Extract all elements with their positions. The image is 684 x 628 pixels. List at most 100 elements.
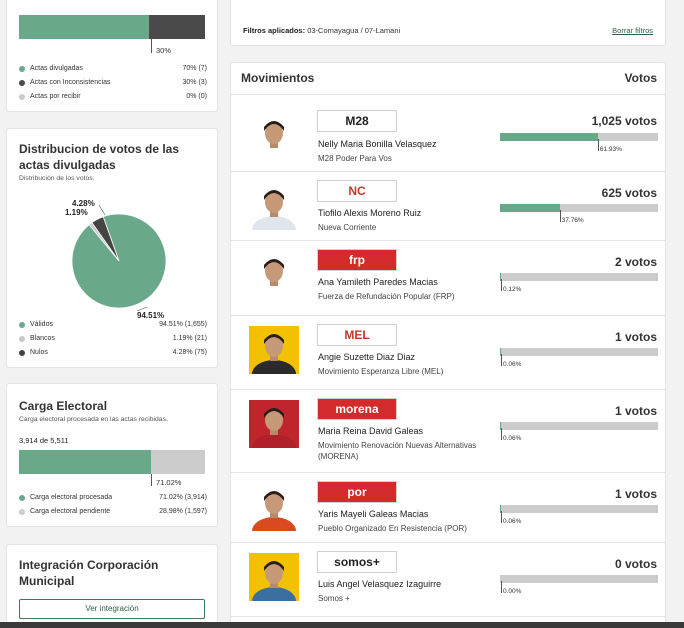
pie-label-leader-validos xyxy=(136,306,148,312)
candidate-vote-tick xyxy=(597,139,599,151)
candidate-votes: 625 votos xyxy=(601,186,657,200)
candidate-party: Somos + xyxy=(318,594,350,603)
votes-column-header: Votos xyxy=(624,71,657,85)
carga-title: Carga Electoral xyxy=(19,399,108,413)
candidate-party: Movimiento Esperanza Libre (MEL) xyxy=(318,367,444,376)
candidate-photo xyxy=(249,400,299,448)
candidate-vote-tick xyxy=(501,279,502,291)
legend-actas-divulgadas: Actas divulgadas 70% (7) xyxy=(19,65,207,75)
legend-dot xyxy=(19,495,25,501)
legend-value: 30% (3) xyxy=(182,79,207,86)
candidate-photo xyxy=(249,326,299,374)
carga-progress-bar xyxy=(19,450,205,474)
legend-label: Nulos xyxy=(30,349,48,356)
actas-status-card: 30% Actas divulgadas 70% (7) Actas con I… xyxy=(6,0,218,112)
integracion-card: Integración Corporación Municipal Ver in… xyxy=(6,544,218,628)
candidate-name: Ana Yamileth Paredes Macias xyxy=(318,277,438,287)
candidate-party: Nueva Corriente xyxy=(318,223,377,232)
actas-inconsistencias-fill xyxy=(149,15,205,39)
carga-count: 3,914 de 5,511 xyxy=(19,436,69,445)
candidate-vote-bar-fill xyxy=(500,204,560,212)
party-logo: por xyxy=(317,481,397,503)
candidate-vote-pct: 0.06% xyxy=(503,518,522,525)
pie-slices xyxy=(71,213,167,309)
candidate-vote-bar xyxy=(500,204,658,212)
candidate-row[interactable]: morena Maria Reina David Galeas Movimiento… xyxy=(231,390,665,473)
legend-blancos: Blancos 1.19% (21) xyxy=(19,335,207,345)
carga-bar-value: 71.02% xyxy=(156,478,182,487)
legend-carga-procesada: Carga electoral procesada 71.02% (3,914) xyxy=(19,494,207,504)
carga-procesada-fill xyxy=(19,450,152,474)
legend-carga-pendiente: Carga electoral pendiente 28.98% (1,597) xyxy=(19,508,207,518)
pie-slice-nulos[interactable] xyxy=(91,216,120,262)
candidate-row[interactable]: MEL Angie Suzette Diaz Diaz Movimiento Esp… xyxy=(231,316,665,390)
legend-label: Blancos xyxy=(30,335,55,342)
candidate-vote-tick xyxy=(501,511,502,523)
candidate-name: Tiofilo Alexis Moreno Ruiz xyxy=(318,208,422,218)
legend-dot xyxy=(19,336,25,342)
candidate-row[interactable]: M28 Nelly Maria Bonilla Velasquez M28 Pode… xyxy=(231,98,665,172)
legend-label: Válidos xyxy=(30,321,53,328)
candidate-vote-pct: 61.93% xyxy=(599,146,622,153)
legend-dot xyxy=(19,509,25,515)
filters-bar: Filtros aplicados: 03-Comayagua / 07-Lam… xyxy=(230,0,666,46)
pie-label-blancos: 1.19% xyxy=(65,208,88,217)
distribution-title: Distribucion de votos de las actas divul… xyxy=(19,142,180,172)
votes-pie-chart: 4.28% 1.19% 94.51% xyxy=(65,199,167,320)
candidate-row[interactable]: por Yaris Mayeli Galeas Macias Pueblo Orga… xyxy=(231,473,665,543)
legend-dot xyxy=(19,66,25,72)
candidate-party: Movimiento Renovación Nuevas Alternativa… xyxy=(318,441,477,461)
party-logo: somos+ xyxy=(317,551,397,573)
party-logo-text: frp xyxy=(349,253,365,267)
legend-value: 4.28% (75) xyxy=(172,349,207,356)
candidate-photo xyxy=(249,251,299,299)
party-logo: MEL xyxy=(317,324,397,346)
candidate-votes: 1 votos xyxy=(614,404,657,418)
candidate-vote-tick xyxy=(501,428,502,440)
candidate-party: Fuerza de Refundación Popular (FRP) xyxy=(318,292,455,301)
legend-value: 70% (7) xyxy=(182,65,207,72)
distribution-subtitle: Distribución de los votos. xyxy=(19,175,95,182)
candidate-photo xyxy=(249,182,299,230)
legend-label: Actas con Inconsistencias xyxy=(30,79,111,86)
candidate-photo xyxy=(249,553,299,601)
legend-actas-por-recibir: Actas por recibir 0% (0) xyxy=(19,93,207,103)
candidate-vote-pct: 0.06% xyxy=(503,361,522,368)
candidate-votes: 1 votos xyxy=(614,330,657,344)
party-logo: morena xyxy=(317,398,397,420)
candidate-row[interactable]: frp Ana Yamileth Paredes Macias Fuerza de … xyxy=(231,241,665,316)
candidate-vote-pct: 37.76% xyxy=(561,217,584,224)
candidate-row[interactable]: NC Tiofilo Alexis Moreno Ruiz Nueva Corrie… xyxy=(231,172,665,241)
ver-integracion-button[interactable]: Ver integración xyxy=(19,599,205,619)
candidate-vote-bar xyxy=(500,505,658,513)
candidate-vote-pct: 0.06% xyxy=(503,435,522,442)
candidate-photo xyxy=(249,113,299,161)
legend-nulos: Nulos 4.28% (75) xyxy=(19,349,207,359)
distribution-card: Distribucion de votos de las actas divul… xyxy=(6,128,218,368)
candidate-votes: 0 votos xyxy=(614,557,657,571)
movimientos-panel: Movimientos Votos M28 Nelly Maria Bonilla… xyxy=(230,62,666,628)
actas-bar-value: 30% xyxy=(156,46,172,55)
legend-label: Carga electoral pendiente xyxy=(30,508,111,515)
carga-electoral-card: Carga Electoral Carga electoral procesad… xyxy=(6,383,218,527)
candidate-photo xyxy=(249,483,299,531)
clear-filters-link[interactable]: Borrar filtros xyxy=(612,26,653,35)
movimientos-header: Movimientos Votos xyxy=(231,63,665,95)
party-logo-text: M28 xyxy=(345,114,369,128)
candidate-row[interactable]: somos+ Luis Angel Velasquez Izaguirre Somo… xyxy=(231,543,665,617)
actas-progress-bar xyxy=(19,15,205,39)
carga-bar-tick xyxy=(151,474,152,486)
legend-validos: Válidos 94.51% (1,655) xyxy=(19,321,207,331)
filters-label-group: Filtros aplicados: 03-Comayagua / 07-Lam… xyxy=(243,26,400,35)
candidate-vote-bar xyxy=(500,348,658,356)
actas-divulgadas-fill xyxy=(19,15,150,39)
legend-value: 94.51% (1,655) xyxy=(159,321,207,328)
candidate-name: Maria Reina David Galeas xyxy=(318,426,424,436)
party-logo-text: morena xyxy=(335,402,379,416)
pie-label-validos: 94.51% xyxy=(137,311,164,320)
candidate-name: Luis Angel Velasquez Izaguirre xyxy=(318,579,442,589)
party-logo-text: somos+ xyxy=(334,555,380,569)
candidate-vote-tick xyxy=(559,210,561,222)
candidate-vote-bar xyxy=(500,273,658,281)
candidate-vote-tick xyxy=(501,581,502,593)
